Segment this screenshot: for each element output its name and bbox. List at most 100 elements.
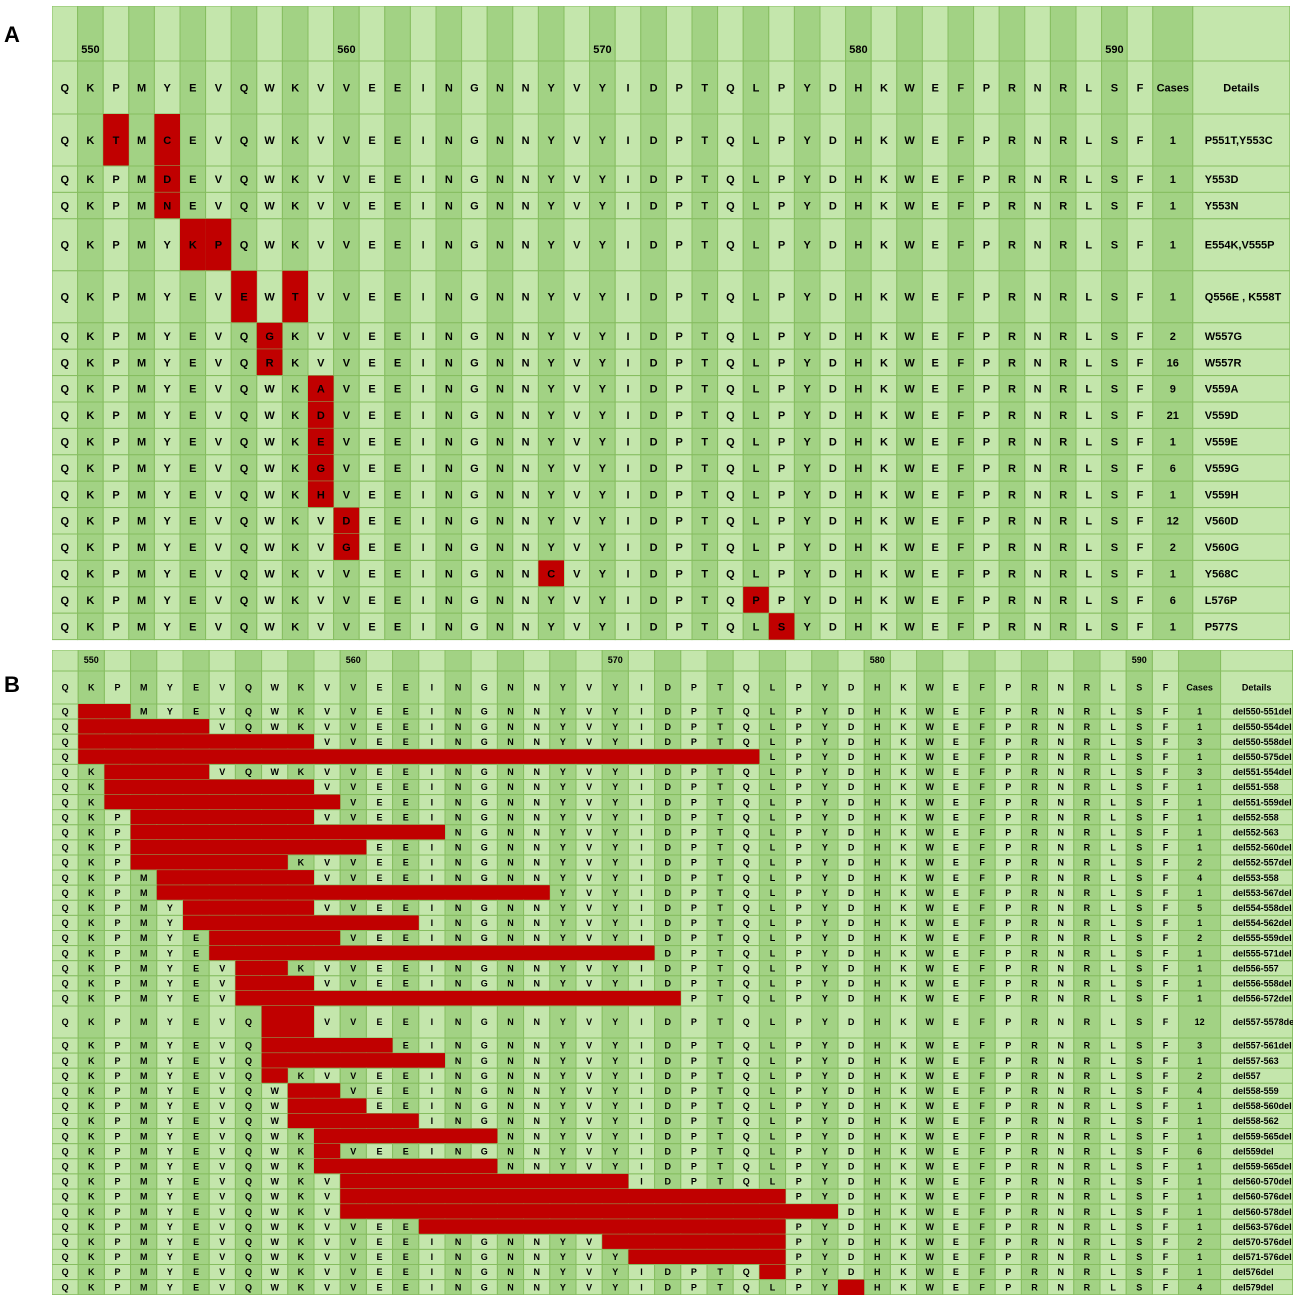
panel-a-header-cell [512,60,539,115]
panel-a-residue: E [932,135,939,147]
panel-a-residue-cell [998,507,1026,535]
panel-b-residue: G [481,1252,488,1262]
panel-b-residue: N [1057,812,1064,822]
panel-b-residue: V [219,1056,225,1066]
panel-b-residue: N [507,828,514,838]
panel-b-residue: S [1136,812,1142,822]
panel-a-residue: E [932,357,939,369]
panel-b-residue: V [219,1101,225,1111]
panel-b-residue: V [350,1017,356,1027]
panel-a-residue: N [496,516,504,528]
panel-b-residue: D [848,1192,855,1202]
panel-b-residue: L [1110,903,1116,913]
panel-b-residue: H [874,828,881,838]
panel-b-residue: S [1136,1162,1142,1172]
panel-a-residue: K [86,436,94,448]
panel-b-residue: H [874,1056,881,1066]
panel-b-residue: P [114,1017,120,1027]
panel-a-residue-cell [461,322,488,350]
panel-a-header-cell [1152,6,1194,62]
panel-a-residue-cell [384,401,411,429]
panel-b-residue: K [298,1146,305,1156]
panel-b-residue: Y [822,1252,828,1262]
panel-b-residue: Q [62,1267,69,1277]
panel-a-residue-cell [179,454,207,482]
panel-b-residue: N [533,797,540,807]
panel-a-residue: N [1034,463,1042,475]
panel-b-residue: N [533,1041,540,1051]
panel-b-details-value: del551-558 [1233,782,1279,792]
panel-b-residue: F [979,1267,985,1277]
panel-b-residue: P [1005,963,1011,973]
panel-b-residue: N [507,707,514,717]
panel-b-residue: P [796,752,802,762]
panel-a-residue: K [291,595,299,607]
panel-a-residue: K [291,410,299,422]
panel-a-residue-cell [486,559,514,588]
panel-a-residue: E [189,595,196,607]
panel-a-residue: T [701,410,708,422]
panel-b-residue: N [507,1101,514,1111]
panel-a-cases-value: 1 [1170,200,1176,212]
panel-b-residue: Y [167,1071,173,1081]
panel-b-residue: V [350,873,356,883]
panel-b-residue: Y [612,797,618,807]
panel-b-residue: T [717,903,723,913]
panel-b-residue: Y [167,1252,173,1262]
panel-b-residue: Q [245,1071,252,1081]
panel-b-residue: G [481,1101,488,1111]
panel-b-details-value: del560-578del [1233,1207,1292,1217]
panel-a-residue: K [86,384,94,396]
panel-b-residue: Y [167,707,173,717]
panel-a-residue: D [650,174,658,186]
panel-a-residue: R [1008,174,1016,186]
panel-a-residue-cell [102,586,130,614]
panel-a-residue: V [215,542,223,554]
panel-a-residue: E [394,436,401,448]
panel-b-residue: T [717,1131,723,1141]
panel-a-residue: D [650,516,658,528]
panel-a-residue: Q [726,489,735,501]
panel-b-residue: V [350,1071,356,1081]
panel-b-residue: D [848,979,855,989]
panel-a-residue-cell [358,270,386,324]
panel-b-residue: Y [612,903,618,913]
panel-a-residue: R [1008,410,1016,422]
panel-b-residue: W [925,1041,934,1051]
panel-a-residue: P [676,135,683,147]
panel-b-residue: P [796,888,802,898]
panel-a-residue: L [753,292,760,304]
panel-a-residue: W [904,516,915,528]
panel-b-residue: F [1163,1017,1169,1027]
panel-a-residue-cell [153,480,181,509]
panel-b-residue: W [270,1146,279,1156]
panel-a-residue: D [829,174,837,186]
panel-a-residue-cell [512,586,539,614]
panel-b-header-cell [654,650,682,672]
panel-b-residue: W [270,1192,279,1202]
panel-b-residue: E [376,722,382,732]
panel-b-residue: V [350,782,356,792]
panel-b-residue: D [848,918,855,928]
panel-a-residue: R [1059,331,1067,343]
panel-b-residue: P [691,722,697,732]
panel-b-residue: G [481,873,488,883]
panel-b-residue: F [979,767,985,777]
panel-a-residue: E [368,595,375,607]
panel-a-residue: Q [240,384,249,396]
panel-a-residue: P [112,463,119,475]
panel-a-header-cell [691,6,719,62]
panel-b-cases-value: 2 [1197,858,1202,868]
panel-a-header-cell [128,60,155,115]
panel-b-residue: Q [62,858,69,868]
panel-a-residue-cell [563,218,591,272]
panel-b-residue: F [1163,1131,1169,1141]
panel-b-residue: P [691,1071,697,1081]
panel-a-residue: Q [240,357,249,369]
panel-b-residue: Q [62,888,69,898]
panel-a-residue: N [522,516,530,528]
panel-b-residue: Y [612,767,618,777]
panel-b-residue: Q [245,1162,252,1172]
panel-b-header-cell [1099,670,1127,705]
panel-a-cases-cell [1152,559,1194,588]
